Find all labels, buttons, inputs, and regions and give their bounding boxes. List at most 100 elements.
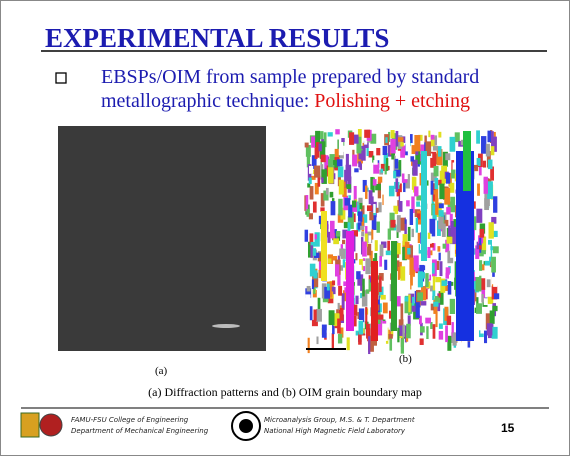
- oim-grain: [441, 223, 446, 237]
- oim-grain: [435, 276, 442, 283]
- oim-grain: [409, 257, 414, 275]
- oim-grain: [361, 290, 368, 307]
- oim-grain: [379, 244, 384, 257]
- oim-streak: [371, 261, 378, 341]
- oim-grain: [316, 336, 319, 345]
- oim-grain: [438, 179, 442, 186]
- oim-grain: [409, 156, 415, 162]
- oim-streak: [463, 131, 471, 191]
- oim-grain: [407, 315, 411, 326]
- oim-grain: [384, 259, 388, 270]
- oim-grain: [405, 174, 410, 189]
- oim-grain: [358, 308, 365, 323]
- diffraction-spot: [212, 324, 240, 328]
- oim-grain: [321, 324, 327, 338]
- oim-grain: [396, 242, 401, 255]
- oim-grain: [365, 307, 368, 325]
- oim-grain: [451, 322, 454, 338]
- oim-grain: [326, 220, 329, 235]
- oim-grain: [355, 335, 359, 353]
- oim-grain: [450, 281, 454, 286]
- oim-grain: [396, 296, 401, 307]
- oim-grain: [453, 219, 459, 234]
- page-number: 15: [501, 421, 515, 435]
- oim-grain: [445, 239, 450, 253]
- oim-grain: [342, 239, 346, 245]
- oim-grain: [490, 246, 494, 251]
- oim-grain: [358, 320, 364, 335]
- oim-grain: [394, 161, 400, 178]
- oim-grain: [481, 236, 487, 252]
- oim-grain: [406, 323, 411, 339]
- oim-grain: [379, 256, 383, 267]
- oim-grain: [314, 182, 319, 195]
- oim-grain: [371, 336, 377, 346]
- oim-grain: [447, 335, 452, 351]
- oim-grain: [377, 176, 383, 183]
- oim-grain: [438, 131, 442, 138]
- oim-grain: [446, 207, 451, 215]
- oim-grain: [334, 148, 340, 158]
- oim-grain: [354, 168, 359, 173]
- oim-grain: [333, 277, 339, 291]
- oim-grain: [357, 264, 362, 274]
- oim-grain: [438, 210, 444, 217]
- oim-grain: [472, 164, 479, 172]
- oim-grain: [491, 216, 497, 224]
- oim-grain: [394, 158, 399, 169]
- oim-grain: [374, 240, 378, 251]
- oim-grain: [478, 260, 483, 271]
- oim-grain: [390, 138, 396, 154]
- oim-grain: [435, 198, 439, 215]
- oim-grain: [447, 281, 452, 295]
- oim-grain: [342, 229, 348, 239]
- oim-grain: [431, 183, 436, 191]
- oim-grain: [387, 206, 390, 222]
- oim-grain: [438, 293, 441, 298]
- oim-grain: [361, 231, 365, 237]
- oim-grain: [306, 300, 311, 311]
- oim-grain: [408, 293, 415, 310]
- oim-grain: [417, 292, 424, 301]
- oim-grain: [309, 306, 313, 321]
- oim-grain: [359, 202, 363, 210]
- oim-grain: [359, 259, 364, 270]
- oim-grain: [387, 259, 394, 274]
- oim-grain: [358, 161, 362, 168]
- oim-grain: [430, 303, 435, 311]
- oim-grain: [313, 278, 319, 288]
- oim-grain: [347, 216, 351, 228]
- oim-grain: [432, 186, 439, 202]
- diffraction-image: [58, 126, 266, 351]
- oim-grain: [357, 222, 361, 230]
- label-b: (b): [399, 353, 412, 365]
- oim-grain: [371, 213, 377, 231]
- oim-grain: [321, 169, 327, 184]
- oim-grain: [483, 261, 486, 266]
- oim-grain: [305, 294, 311, 305]
- oim-grain: [397, 137, 404, 142]
- oim-grain: [353, 185, 357, 203]
- oim-grain: [373, 160, 378, 165]
- oim-grain: [404, 217, 407, 235]
- oim-grain: [400, 192, 406, 202]
- oim-grain: [309, 233, 314, 246]
- oim-grain: [340, 207, 346, 220]
- oim-grain: [370, 176, 374, 190]
- oim-grain: [340, 265, 344, 271]
- oim-grain: [355, 330, 360, 338]
- oim-grain: [476, 130, 480, 144]
- oim-grain: [357, 201, 360, 216]
- oim-grain: [400, 303, 404, 321]
- oim-grain: [381, 221, 387, 237]
- oim-grain: [385, 250, 391, 256]
- oim-grain: [416, 201, 421, 207]
- oim-grain: [371, 229, 374, 240]
- oim-grain: [344, 287, 347, 293]
- oim-grain: [360, 225, 365, 230]
- oim-grain: [451, 226, 458, 245]
- caption: (a) Diffraction patterns and (b) OIM gra…: [148, 385, 422, 399]
- oim-grain: [352, 259, 356, 264]
- oim-grain: [370, 133, 377, 144]
